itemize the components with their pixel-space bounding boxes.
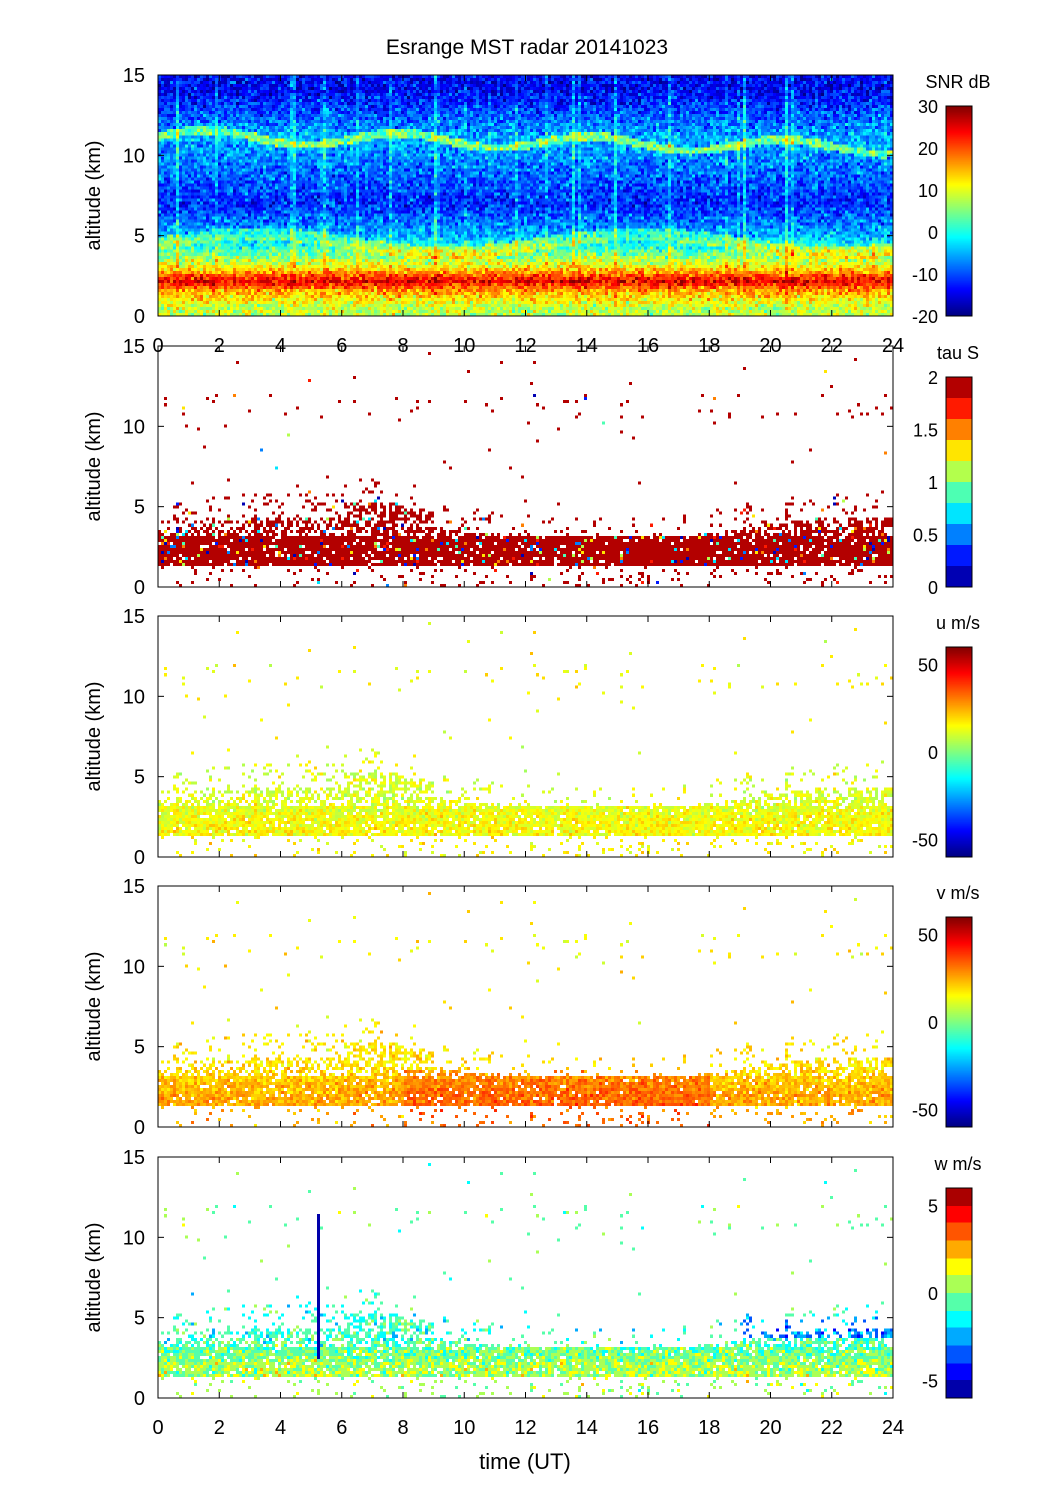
y-tick-label: 5: [134, 767, 145, 789]
colorbar-w: [946, 1188, 972, 1398]
y-tick-label: 10: [123, 145, 145, 167]
colorbar-tick-label: 0: [928, 743, 938, 763]
colorbar-label: v m/s: [937, 883, 980, 903]
y-tick-label: 5: [134, 226, 145, 248]
y-tick-label: 5: [134, 1308, 145, 1330]
x-tick-label: 10: [453, 1417, 475, 1439]
colorbar-tick-label: -50: [912, 1101, 938, 1121]
y-tick-label: 0: [134, 1388, 145, 1410]
x-tick-label: 16: [637, 1417, 659, 1439]
y-tick-label: 0: [134, 1117, 145, 1139]
x-tick-label: 0: [152, 1417, 163, 1439]
colorbar-tick-label: 2: [928, 368, 938, 388]
heatmap-w: [158, 1157, 893, 1398]
x-tick-label: 14: [576, 1417, 598, 1439]
y-axis-label: altitude (km): [83, 681, 105, 791]
colorbar-frame: [945, 916, 973, 1128]
colorbar-tick-label: 0: [928, 223, 938, 243]
chart-title: Esrange MST radar 20141023: [386, 36, 668, 59]
x-tick-label: 2: [214, 1417, 225, 1439]
x-tick-label: 20: [759, 1417, 781, 1439]
colorbar-frame: [945, 376, 973, 588]
y-axis-label: altitude (km): [83, 1222, 105, 1332]
colorbar-frame: [945, 1187, 973, 1399]
colorbar-tick-label: 50: [918, 926, 938, 946]
y-axis-label: altitude (km): [83, 411, 105, 521]
x-tick-label: 4: [275, 1417, 286, 1439]
colorbar-tau: [946, 377, 972, 587]
colorbar-tick-label: -50: [912, 831, 938, 851]
plot-frame-w: [157, 1156, 894, 1399]
colorbar-tick-label: 30: [918, 97, 938, 117]
y-axis-label: altitude (km): [83, 951, 105, 1061]
x-tick-label: 12: [514, 1417, 536, 1439]
colorbar-tick-label: 20: [918, 139, 938, 159]
heatmap-SNR: [158, 75, 893, 316]
plot-frame-v: [157, 885, 894, 1128]
colorbar-label: u m/s: [936, 613, 980, 633]
y-tick-label: 0: [134, 577, 145, 599]
colorbar-tick-label: 0: [928, 1013, 938, 1033]
colorbar-label: SNR dB: [925, 72, 990, 92]
y-tick-label: 15: [123, 336, 145, 358]
colorbar-tick-label: 1: [928, 473, 938, 493]
colorbar-tick-label: 0: [928, 1284, 938, 1304]
colorbar-u: [946, 647, 972, 857]
x-tick-label: 22: [821, 1417, 843, 1439]
y-tick-label: 15: [123, 65, 145, 87]
colorbar-v: [946, 917, 972, 1127]
y-tick-label: 10: [123, 1227, 145, 1249]
y-tick-label: 15: [123, 606, 145, 628]
plot-frame-u: [157, 615, 894, 858]
colorbar-label: tau S: [937, 343, 979, 363]
colorbar-frame: [945, 646, 973, 858]
y-tick-label: 15: [123, 876, 145, 898]
y-tick-label: 10: [123, 686, 145, 708]
y-tick-label: 5: [134, 497, 145, 519]
x-tick-label: 18: [698, 1417, 720, 1439]
colorbar-tick-label: 50: [918, 656, 938, 676]
y-tick-label: 15: [123, 1147, 145, 1169]
y-tick-label: 10: [123, 956, 145, 978]
heatmap-v: [158, 886, 893, 1127]
colorbar-tick-label: -5: [922, 1372, 938, 1392]
colorbar-label: w m/s: [934, 1154, 982, 1174]
plot-frame-SNR: [157, 74, 894, 317]
y-axis-label: altitude (km): [83, 140, 105, 250]
colorbar-tick-label: -10: [912, 265, 938, 285]
y-tick-label: 0: [134, 306, 145, 328]
heatmap-u: [158, 616, 893, 857]
colorbar-tick-label: 5: [928, 1197, 938, 1217]
colorbar-frame: [945, 105, 973, 317]
y-tick-label: 0: [134, 847, 145, 869]
colorbar-tick-label: 0: [928, 578, 938, 598]
y-tick-label: 5: [134, 1037, 145, 1059]
colorbar-tick-label: 1.5: [913, 421, 938, 441]
colorbar-tick-label: -20: [912, 307, 938, 327]
x-axis-label: time (UT): [479, 1449, 571, 1474]
heatmap-tau: [158, 346, 893, 587]
colorbar-tick-label: 10: [918, 181, 938, 201]
x-tick-label: 24: [882, 1417, 904, 1439]
plot-frame-tau: [157, 345, 894, 588]
x-tick-label: 6: [336, 1417, 347, 1439]
y-tick-label: 10: [123, 416, 145, 438]
x-tick-label: 8: [397, 1417, 408, 1439]
colorbar-tick-label: 0.5: [913, 526, 938, 546]
colorbar-SNR: [946, 106, 972, 316]
